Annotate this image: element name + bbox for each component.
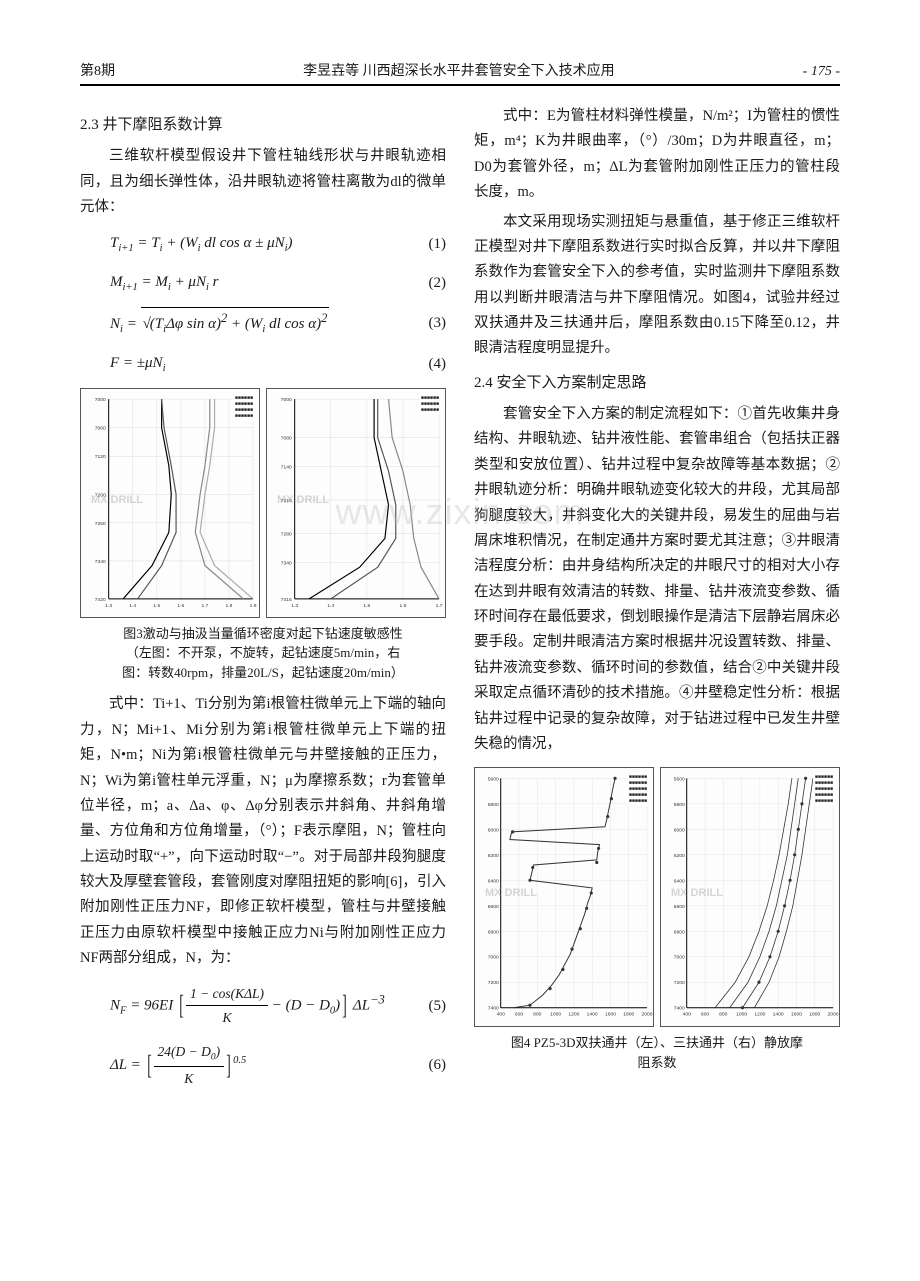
header-title: 李昱壵等 川西超深长水平井套管安全下入技术应用 — [115, 60, 803, 80]
svg-text:6200: 6200 — [674, 853, 685, 859]
svg-text:600: 600 — [701, 1012, 709, 1018]
rightcol-p1: 式中：E为管柱材料弹性模量，N/m²；I为管柱的惯性矩，m⁴；K为井眼曲率，（°… — [474, 104, 840, 206]
section-2-3-title: 2.3 井下摩阻系数计算 — [80, 112, 446, 138]
svg-text:800: 800 — [533, 1012, 541, 1018]
svg-text:7000: 7000 — [95, 397, 106, 403]
issue-label: 第8期 — [80, 60, 115, 80]
svg-text:7140: 7140 — [281, 464, 292, 470]
svg-text:5600: 5600 — [674, 777, 685, 783]
fig3-caption: 图3激动与抽汲当量循环密度对起下钻速度敏感性 （左图：不开泵，不旋转，起钻速度5… — [80, 624, 446, 683]
figure-4: 5600580060006200640066006800700072007400… — [474, 767, 840, 1072]
page-number: - 175 - — [803, 64, 840, 80]
svg-text:7280: 7280 — [281, 531, 292, 537]
svg-text:1600: 1600 — [605, 1012, 616, 1018]
mx-watermark: MX DRILL — [91, 491, 143, 510]
svg-text:1.7: 1.7 — [202, 603, 209, 609]
fig4-caption: 图4 PZ5-3D双扶通井（左）、三扶通井（右）静放摩 阻系数 — [474, 1033, 840, 1072]
equation-5: NF = 96EI [1 − cos(KΔL)K − (D − D0)] ΔL−… — [110, 982, 446, 1030]
svg-text:1200: 1200 — [568, 1012, 579, 1018]
svg-text:7400: 7400 — [674, 1006, 685, 1012]
svg-text:2000: 2000 — [642, 1012, 653, 1018]
svg-text:6000: 6000 — [488, 828, 499, 834]
equation-4: F = ±μNi (4) — [110, 350, 446, 378]
svg-text:600: 600 — [515, 1012, 523, 1018]
svg-text:7000: 7000 — [281, 397, 292, 403]
equation-3: Ni = (TiΔφ sin α)2 + (Wi dl cos α)2 (3) — [110, 307, 446, 339]
svg-text:1400: 1400 — [773, 1012, 784, 1018]
svg-text:7340: 7340 — [281, 560, 292, 566]
svg-text:1000: 1000 — [550, 1012, 561, 1018]
mx-watermark: MX DRILL — [671, 884, 723, 903]
svg-text:7000: 7000 — [488, 955, 499, 961]
sec23-p2: 式中：Ti+1、Ti分别为第i根管柱微单元上下端的轴向力，N；Mi+1、Mi分别… — [80, 692, 446, 971]
sec24-p1: 套管安全下入方案的制定流程如下：①首先收集井身结构、井眼轨迹、钻井液性能、套管串… — [474, 402, 840, 757]
svg-text:1400: 1400 — [587, 1012, 598, 1018]
fig4-left-panel: 5600580060006200640066006800700072007400… — [474, 767, 654, 1027]
svg-text:1000: 1000 — [736, 1012, 747, 1018]
svg-text:1.6: 1.6 — [400, 603, 407, 609]
svg-text:5600: 5600 — [488, 777, 499, 783]
svg-text:7120: 7120 — [95, 454, 106, 460]
equation-1: Ti+1 = Ti + (Wi dl cos α ± μNi) (1) — [110, 230, 446, 258]
figure-3: 70007060712072007260734074201.31.41.51.6… — [80, 388, 446, 683]
fig3-right-legend: ■■■■■■■■■■■■■■■■■■ — [419, 393, 441, 415]
fig3-left-legend: ■■■■■■■■■■■■■■■■■■■■■■■■ — [233, 393, 255, 421]
fig4-right-panel: 5600580060006200640066006800700072007400… — [660, 767, 840, 1027]
svg-text:7000: 7000 — [674, 955, 685, 961]
svg-text:1.8: 1.8 — [226, 603, 233, 609]
content-columns: 2.3 井下摩阻系数计算 三维软杆模型假设井下管柱轴线形状与井眼轨迹相同，且为细… — [80, 104, 840, 1091]
svg-text:400: 400 — [497, 1012, 505, 1018]
svg-text:6000: 6000 — [674, 828, 685, 834]
svg-text:7416: 7416 — [281, 597, 292, 603]
fig4-left-legend: ■■■■■■■■■■■■■■■■■■■■■■■■■■■■■■ — [627, 772, 649, 806]
svg-text:6800: 6800 — [488, 930, 499, 936]
svg-text:1.3: 1.3 — [105, 603, 112, 609]
svg-text:1.4: 1.4 — [129, 603, 136, 609]
svg-text:800: 800 — [719, 1012, 727, 1018]
svg-text:1600: 1600 — [791, 1012, 802, 1018]
rightcol-p2: 本文采用现场实测扭矩与悬重值，基于修正三维软杆正模型对井下摩阻系数进行实时拟合反… — [474, 210, 840, 362]
fig4-right-legend: ■■■■■■■■■■■■■■■■■■■■■■■■■■■■■■ — [813, 772, 835, 806]
svg-text:1.3: 1.3 — [291, 603, 298, 609]
svg-text:1.9: 1.9 — [250, 603, 257, 609]
svg-text:7420: 7420 — [95, 597, 106, 603]
sec23-p1: 三维软杆模型假设井下管柱轴线形状与井眼轨迹相同，且为细长弹性体，沿井眼轨迹将管柱… — [80, 144, 446, 220]
section-2-4-title: 2.4 安全下入方案制定思路 — [474, 370, 840, 396]
fig3-left-panel: 70007060712072007260734074201.31.41.51.6… — [80, 388, 260, 618]
svg-text:6600: 6600 — [674, 904, 685, 910]
page-header: 第8期 李昱壵等 川西超深长水平井套管安全下入技术应用 - 175 - — [80, 60, 840, 86]
svg-text:1200: 1200 — [754, 1012, 765, 1018]
svg-text:7400: 7400 — [488, 1006, 499, 1012]
svg-text:1.7: 1.7 — [436, 603, 443, 609]
svg-text:1800: 1800 — [809, 1012, 820, 1018]
svg-text:7060: 7060 — [95, 426, 106, 432]
svg-text:1.5: 1.5 — [363, 603, 370, 609]
svg-text:1.4: 1.4 — [327, 603, 334, 609]
svg-text:5800: 5800 — [488, 802, 499, 808]
svg-text:1.5: 1.5 — [153, 603, 160, 609]
svg-text:7340: 7340 — [95, 559, 106, 565]
svg-text:6800: 6800 — [674, 930, 685, 936]
svg-text:1800: 1800 — [623, 1012, 634, 1018]
svg-text:7260: 7260 — [95, 521, 106, 527]
mx-watermark: MX DRILL — [485, 884, 537, 903]
svg-text:7200: 7200 — [488, 980, 499, 986]
svg-text:2000: 2000 — [828, 1012, 839, 1018]
svg-text:5800: 5800 — [674, 802, 685, 808]
equation-6: ΔL = [24(D − D0)K]0.5 (6) — [110, 1040, 446, 1091]
svg-text:1.6: 1.6 — [177, 603, 184, 609]
svg-text:7200: 7200 — [674, 980, 685, 986]
svg-text:7080: 7080 — [281, 435, 292, 441]
svg-text:6200: 6200 — [488, 853, 499, 859]
fig3-right-panel: 70007080714072107280734074161.31.41.51.6… — [266, 388, 446, 618]
mx-watermark: MX DRILL — [277, 491, 329, 510]
svg-text:6600: 6600 — [488, 904, 499, 910]
equation-2: Mi+1 = Mi + μNi r (2) — [110, 269, 446, 297]
svg-text:400: 400 — [683, 1012, 691, 1018]
